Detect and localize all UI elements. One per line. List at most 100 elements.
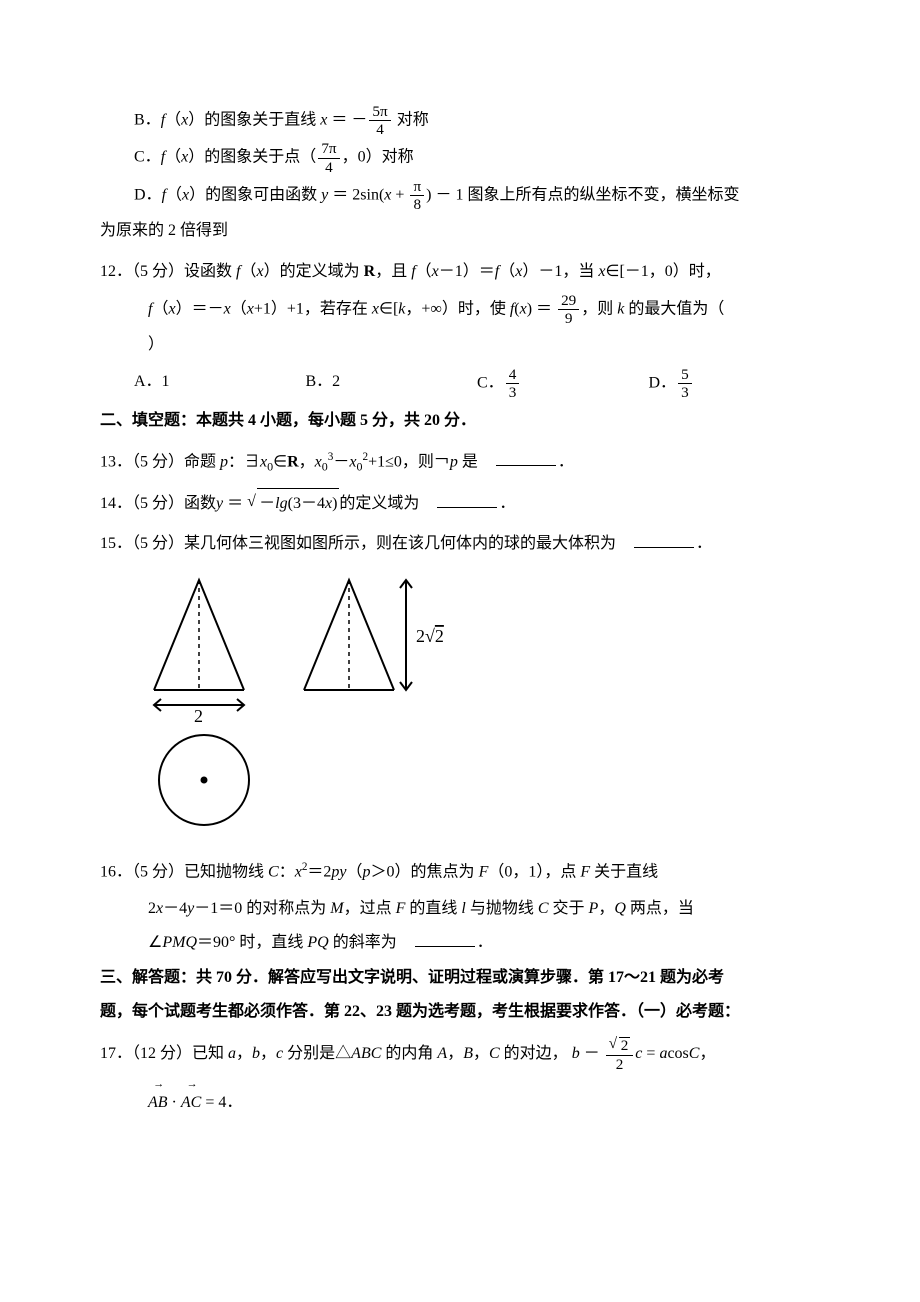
q13-d: ， [299,453,315,470]
opt-label: C． [134,149,161,166]
q17-1a: 17．（12 分）已知 [100,1045,224,1062]
q13-g: 是 [458,453,494,470]
three-view-diagram: 2 2√2 [100,570,820,841]
q11-opt-d-tail: 为原来的 2 倍得到 [100,216,820,246]
q16-2b: －4 [163,900,187,917]
q16-line3: ∠PMQ＝90° 时，直线 PQ 的斜率为 ． [100,928,820,958]
circle-center [201,776,208,783]
page-root: B．f（x）的图象关于直线 x ＝ －5π4 对称 C．f（x）的图象关于点（7… [100,0,820,1170]
q13-a: 13．（5 分）命题 [100,453,216,470]
opt-label: B． [134,111,161,128]
q16-2a: 2 [148,900,156,917]
q17-line1: 17．（12 分）已知 a，b，c 分别是△ABC 的内角 A，B，C 的对边，… [100,1037,820,1071]
q12-l2a: ＝－ [192,300,224,317]
section3-l1: 三、解答题：共 70 分．解答应写出文字说明、证明过程或演算步骤．第 17～21… [100,963,820,993]
q12-l2e: ，+∞）时，使 [405,300,505,317]
q17-1c: ， [260,1045,276,1062]
q16-3d: ． [477,934,493,951]
q12-options: A．1 B．2 C．43 D．53 [100,367,820,400]
q13-b: ：∃ [228,453,260,470]
q16-2g: 交于 [549,900,585,917]
q16-2e: 的直线 [405,900,457,917]
q16-3b: ＝90° 时，直线 [197,934,303,951]
q16-2f: 与抛物线 [466,900,534,917]
q12-line1: 12．（5 分）设函数 f（x）的定义域为 R，且 f（x－1）＝f（x）－1，… [100,257,820,287]
q16-2i: 两点，当 [626,900,694,917]
q16-1d: （ [347,863,363,880]
section2-heading: 二、填空题：本题共 4 小题，每小题 5 分，共 20 分． [100,406,820,436]
q12-line3: ） [100,330,820,360]
opt-c-post: ，0）对称 [342,149,414,166]
blank [634,533,694,548]
frac-5pi-4: 5π4 [367,104,392,137]
q14-a: 14．（5 分）函数 [100,495,216,512]
opt-b-text: 的图象关于直线 [204,111,316,128]
q17-1f: ， [447,1045,463,1062]
q13-f: +1≤0，则￢ [368,453,450,470]
q12-opt-a: A．1 [134,367,306,400]
q13-c: ∈ [273,453,287,470]
q12-t2: 的定义域为 [280,263,360,280]
q16-line1: 16．（5 分）已知抛物线 C：x2＝2py（p＞0）的焦点为 F（0，1），点… [100,857,820,888]
q16-3c: 的斜率为 [329,934,413,951]
q11-opt-d: D．f（x）的图象可由函数 y ＝ 2sin(x + π8) － 1 图象上所有… [100,179,820,212]
q16-2d: ，过点 [344,900,392,917]
blank [437,493,497,508]
blank [496,451,556,466]
q17-1e: 的内角 [381,1045,433,1062]
q16-1g: 关于直线 [590,863,658,880]
opt-label: D． [134,186,162,203]
q12-l2b: （ [231,300,247,317]
q15: 15．（5 分）某几何体三视图如图所示，则在该几何体内的球的最大体积为 ． [100,529,820,559]
opt-d-text-1: 的图象可由函数 [205,186,317,203]
q12-optd-label: D． [649,374,677,391]
q12-l2c: +1）+1，若存在 [254,300,368,317]
q12-l2g: ，则 [581,300,613,317]
q16-2c: －1＝0 的对称点为 [194,900,326,917]
frac-7pi-4: 7π4 [316,141,341,174]
q11-opt-b: B．f（x）的图象关于直线 x ＝ －5π4 对称 [100,104,820,137]
q11-opt-c: C．f（x）的图象关于点（7π4，0）对称 [100,141,820,174]
q17-1b: ， [236,1045,252,1062]
q12-t4: ，当 [562,263,594,280]
q17-1d: 分别是△ [283,1045,351,1062]
q12-t3: ，且 [375,263,407,280]
opt-d-text-2: 图象上所有点的纵坐标不变，横坐标变 [467,186,739,203]
q12-optc-label: C． [477,374,504,391]
q15-a: 15．（5 分）某几何体三视图如图所示，则在该几何体内的球的最大体积为 [100,535,632,552]
q13-h: ． [558,453,574,470]
opt-c-text: 的图象关于点 [204,149,300,166]
vec-ac: AC [181,1078,201,1118]
q16-2h: ， [598,900,614,917]
frac-sqrt2-2: 22 [604,1037,636,1071]
q16-1e: ＞0）的焦点为 [371,863,475,880]
q16-1c: ＝2 [307,863,331,880]
frac-pi-8: π8 [408,179,426,212]
q16-1f: （0，1），点 [488,863,576,880]
opt-b-post: 对称 [397,111,429,128]
q14-c: ． [499,495,515,512]
q12-t5: ∈[－1，0）时， [606,263,721,280]
q12-opt-d: D．53 [649,367,821,400]
q16-1a: 16．（5 分）已知抛物线 [100,863,264,880]
section3-l2: 题，每个试题考生都必须作答．第 22、23 题为选考题，考生根据要求作答．（一）… [100,997,820,1027]
q17-1g: ， [473,1045,489,1062]
blank [415,932,475,947]
q12-l2d: ∈[ [379,300,398,317]
q12-l2h: 的最大值为（ [624,300,724,317]
q17-line2: AB · AC = 4． [100,1078,820,1118]
q13-e: － [333,453,349,470]
q15-b: ． [696,535,712,552]
q16-1b: ： [279,863,295,880]
q13: 13．（5 分）命题 p：∃x0∈R，x03－x02+1≤0，则￢p 是 ． [100,447,820,478]
q12-opt-b: B．2 [306,367,478,400]
q17-1h: 的对边， [500,1045,568,1062]
height-label: 2√2 [416,626,444,646]
frac-29-9: 299 [556,293,581,326]
q17-2c: = 4 [201,1094,226,1111]
q14-b: 的定义域为 [339,495,435,512]
q12-label: 12．（5 分）设函数 [100,263,232,280]
q12-line2: f（x）＝－x（x+1）+1，若存在 x∈[k，+∞）时，使 f(x) ＝ 29… [100,293,820,326]
three-view-svg: 2 2√2 [134,570,454,830]
q14: 14．（5 分）函数y ＝ －lg(3－4x)的定义域为 ． [100,488,820,519]
